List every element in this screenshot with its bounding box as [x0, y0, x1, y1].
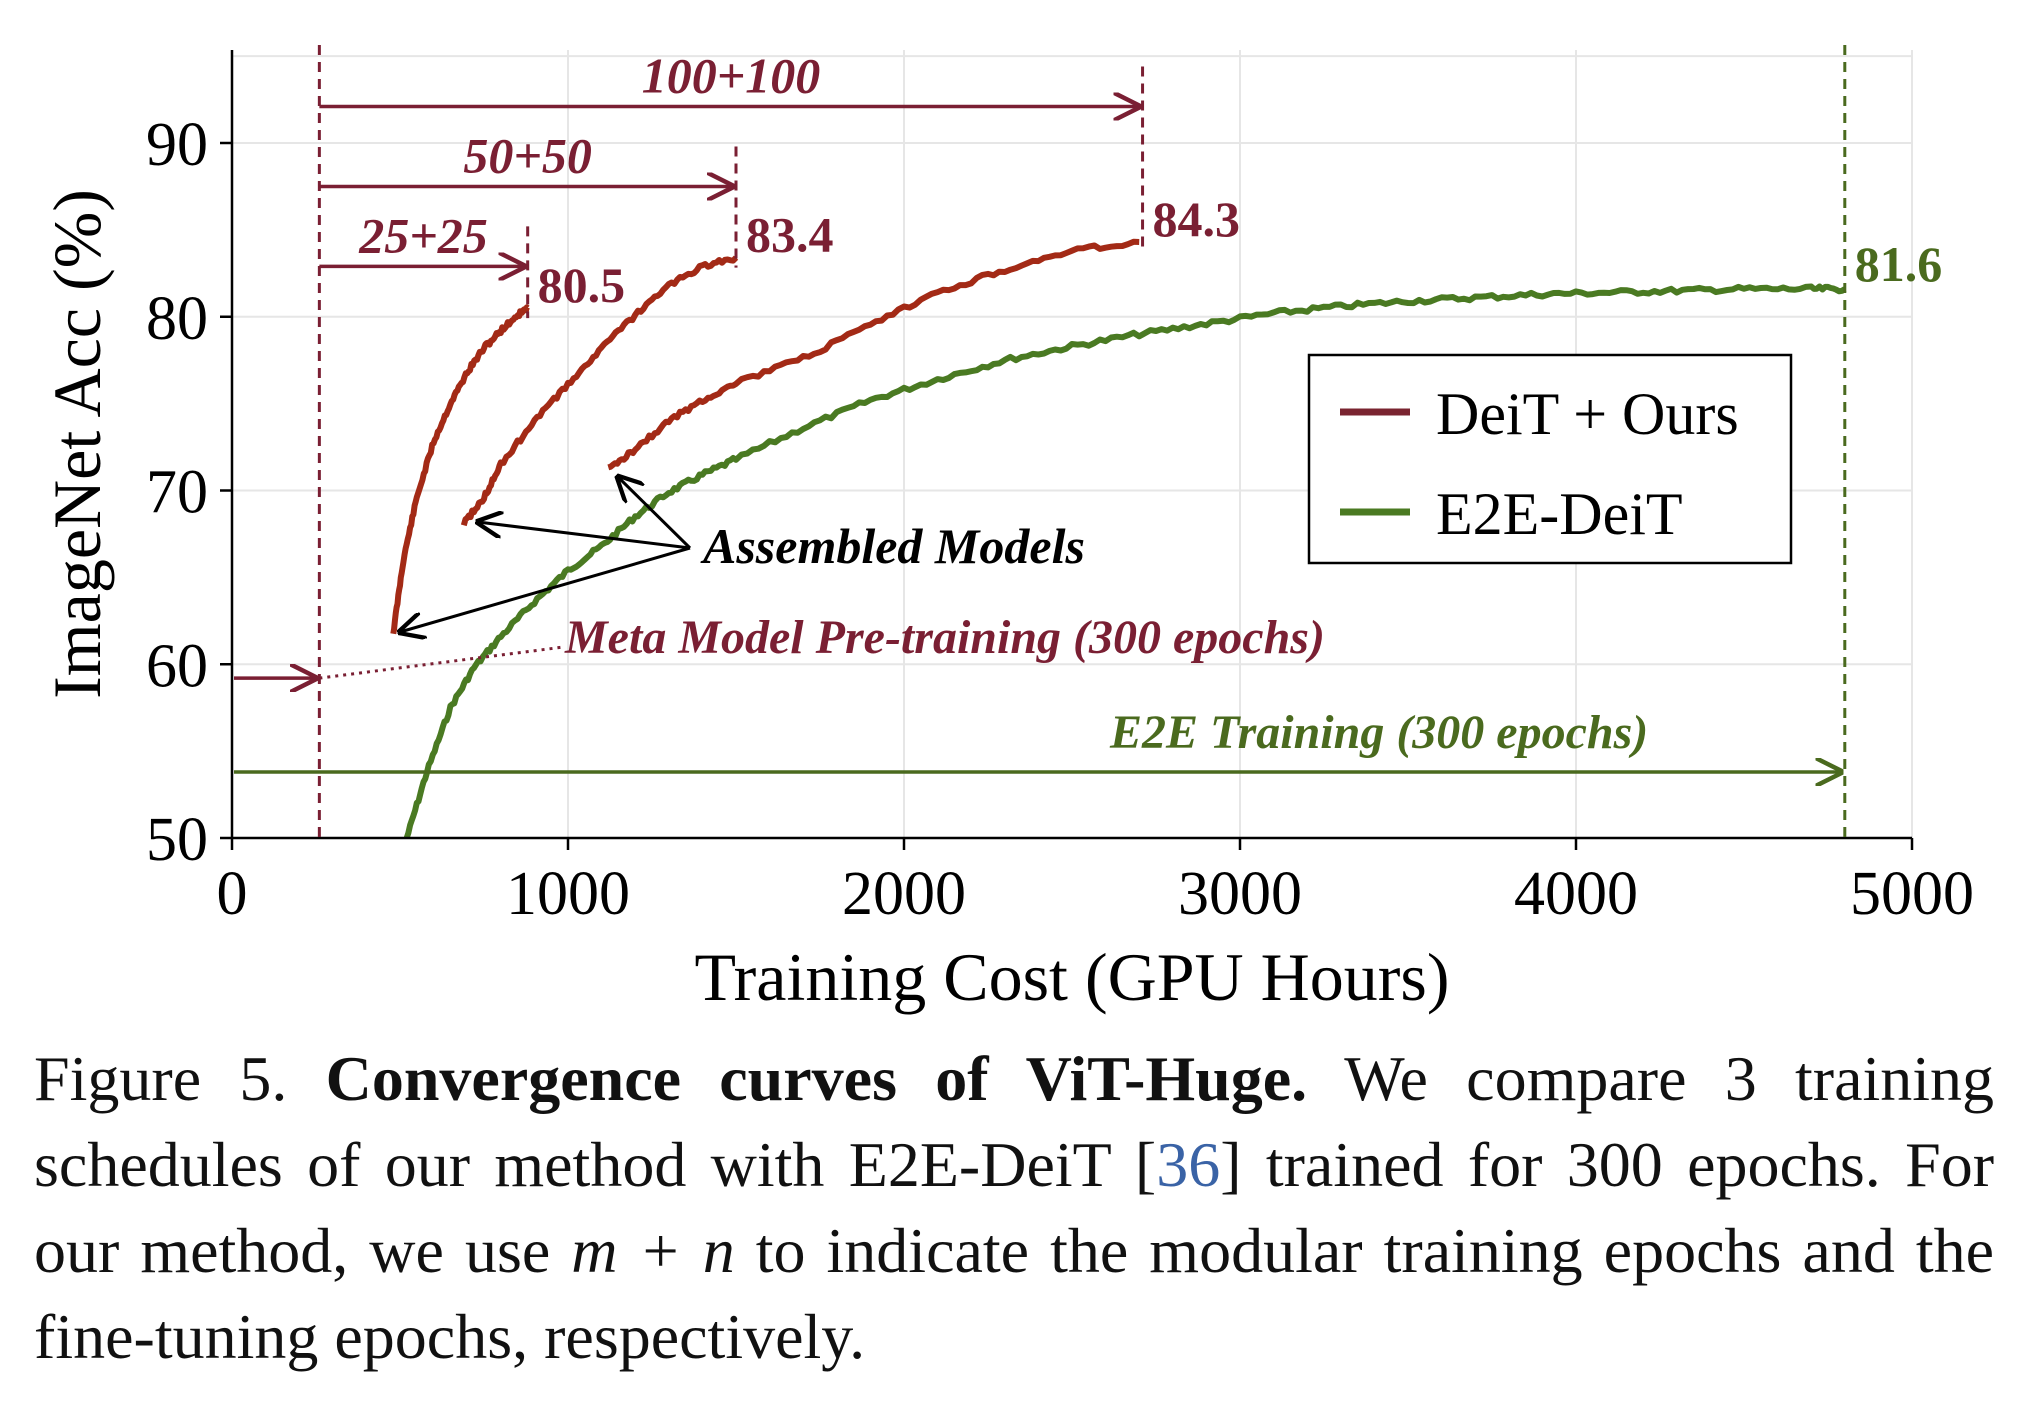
data-label: 80.5 [538, 257, 626, 313]
caption-text-1: We compare 3 training schedules of our m… [34, 1043, 1995, 1200]
series-line-e2e-deit [403, 283, 1847, 838]
series-line-ours-50-50 [460, 255, 739, 527]
x-tick-label: 3000 [1178, 860, 1302, 928]
legend: DeiT + Ours E2E-DeiT [1307, 353, 1793, 565]
legend-label: DeiT + Ours [1436, 381, 1739, 447]
data-label: 83.4 [746, 207, 834, 263]
series-line-ours-25-25 [390, 304, 530, 635]
x-tick-label: 1000 [506, 860, 630, 928]
x-axis-label: Training Cost (GPU Hours) [694, 939, 1449, 1015]
x-tick-label: 4000 [1514, 860, 1638, 928]
schedule-label: 50+50 [463, 127, 592, 183]
y-axis-label: ImageNet Acc (%) [39, 189, 115, 699]
e2e-training-annotation: E2E Training (300 epochs) [1109, 706, 1648, 759]
data-label: 84.3 [1153, 191, 1241, 247]
y-tick-label: 90 [146, 111, 208, 179]
figure-caption: Figure 5. Convergence curves of ViT-Huge… [34, 1036, 1994, 1380]
caption-reference[interactable]: 36 [1156, 1129, 1221, 1200]
x-tick-label: 0 [217, 860, 248, 928]
y-tick-label: 80 [146, 285, 208, 353]
plot-area [390, 238, 1847, 838]
annotations: 25+25 50+50 100+100 80.5 83.4 84.3 81.6 Meta Mo… [234, 45, 1942, 838]
caption-text-3: to indicate the modular training epochs … [34, 1215, 1995, 1372]
caption-text-2: ] trained for 300 epochs. For our method… [34, 1129, 1995, 1286]
y-tick-label: 70 [146, 459, 208, 527]
x-tick-label: 5000 [1850, 860, 1974, 928]
schedule-label: 100+100 [642, 48, 821, 104]
series-line-ours-100-100 [607, 238, 1140, 471]
caption-label: Figure 5. [34, 1043, 288, 1114]
legend-label: E2E-DeiT [1436, 481, 1683, 547]
meta-pretrain-dotted-line [319, 645, 565, 680]
assembled-arrow [478, 522, 691, 550]
assembled-arrow [400, 546, 691, 632]
assembled-arrow [618, 477, 692, 550]
meta-model-annotation: Meta Model Pre-training (300 epochs) [564, 611, 1325, 664]
y-tick-label: 50 [146, 806, 208, 874]
axes: 0 1000 2000 3000 4000 5000 50 60 70 80 90 Training … [39, 50, 1974, 1015]
x-tick-label: 2000 [842, 860, 966, 928]
convergence-chart: 0 1000 2000 3000 4000 5000 50 60 70 80 90 Training … [39, 45, 1974, 1015]
y-tick-label: 60 [146, 632, 208, 700]
caption-title: Convergence curves of ViT-Huge. [325, 1043, 1308, 1114]
assembled-models-annotation: Assembled Models [700, 518, 1085, 574]
caption-math: m + n [571, 1215, 735, 1286]
schedule-label: 25+25 [358, 207, 488, 263]
legend-box [1307, 353, 1793, 565]
data-label: 81.6 [1855, 236, 1943, 292]
